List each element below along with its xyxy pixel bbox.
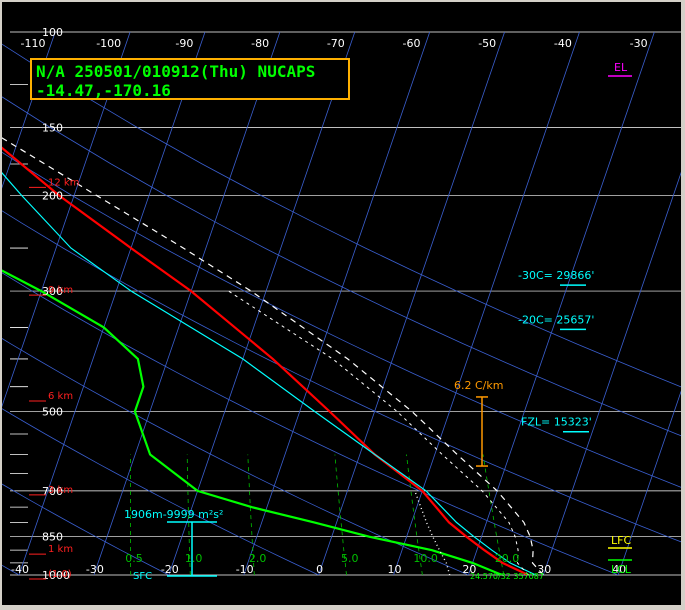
mixing-ratio-line: [334, 454, 347, 576]
pressure-label: 100: [42, 26, 63, 39]
top-temp-tick-label: -100: [96, 37, 121, 50]
skew-t-plot: -110 -100 -90 -80 -70 -60 -50 -40 -30 -40 -30 -20 -1…: [2, 2, 681, 605]
lfc-label: LFC: [611, 534, 631, 547]
top-temp-tick-label: -30: [630, 37, 648, 50]
isotherm-line: [318, 32, 505, 575]
dewpoint-trace: [2, 269, 503, 575]
virtual-temp-trace: [2, 171, 537, 575]
lapse-rate-label: 6.2 C/km: [454, 379, 503, 392]
temperature-trace: [2, 146, 529, 575]
dry-adiabat-line: [2, 210, 681, 543]
height-label: (1.0): [48, 569, 72, 580]
bottom-temp-tick-label: 20: [462, 563, 476, 576]
srh-label: 1906m-9999 m²s²: [124, 508, 223, 521]
height-label: 9 km: [48, 285, 73, 296]
bottom-temp-tick-label: 0: [316, 563, 323, 576]
isotherm-line: [93, 32, 281, 575]
mixing-ratio-line: [247, 454, 255, 576]
isotherm-line: [468, 32, 655, 575]
mixing-ratio-label: 5.0: [341, 552, 359, 565]
height-label: 1 km: [48, 544, 73, 555]
bottom-temp-tick-label: -10: [236, 563, 254, 576]
top-temp-tick-label: -70: [327, 37, 345, 50]
title-line-2: -14.47,-170.16: [36, 81, 171, 100]
isotherm-line: [168, 32, 356, 575]
pressure-label: 300: [42, 285, 63, 298]
level-annotation: FZL= 15323': [521, 416, 592, 429]
dry-adiabat-line: [2, 151, 681, 488]
dry-adiabat-line: [2, 96, 681, 437]
parcel-trace-2: [228, 290, 529, 575]
isotherm-line: [2, 32, 131, 408]
pressure-label: 500: [42, 406, 63, 419]
height-label: 3 km: [48, 485, 73, 496]
bottom-temp-tick-label: -40: [11, 563, 29, 576]
mixing-ratio-label: 1.0: [185, 552, 203, 565]
top-temp-tick-label: -60: [403, 37, 421, 50]
title-line-1: N/A 250501/010912(Thu) NUCAPS: [36, 62, 316, 81]
bottom-temp-tick-label: -30: [86, 563, 104, 576]
top-temp-tick-label: -90: [175, 37, 193, 50]
bottom-temp-tick-label: 30: [537, 563, 551, 576]
dry-adiabat-line: [2, 483, 169, 575]
dry-adiabat-line: [2, 408, 319, 575]
pressure-label: 150: [42, 122, 63, 135]
top-temp-tick-label: -80: [251, 37, 269, 50]
title-box: N/A 250501/010912(Thu) NUCAPS -14.47,-17…: [30, 58, 350, 100]
height-label: 12 km: [48, 177, 79, 188]
isotherm-line: [18, 32, 206, 575]
mixing-ratio-line: [482, 454, 505, 576]
height-label: 6 km: [48, 391, 73, 402]
mixing-ratio-label: 0.5: [125, 552, 143, 565]
level-annotation: -20C= 25657': [518, 313, 594, 326]
pressure-label: 1000: [42, 569, 70, 582]
pressure-label: 850: [42, 531, 63, 544]
el-label: EL: [614, 61, 628, 74]
isotherm-line: [393, 32, 580, 575]
lcl-label: LCL: [611, 563, 632, 576]
dry-adiabat-line: [2, 338, 469, 575]
mixing-ratio-line: [186, 454, 191, 576]
parcel-trace: [2, 137, 544, 575]
top-temp-tick-label: -110: [21, 37, 46, 50]
top-temp-tick-label: -50: [478, 37, 496, 50]
top-temp-tick-label: -40: [554, 37, 572, 50]
isotherm-line: [243, 32, 431, 575]
dry-adiabat-line: [2, 564, 20, 575]
sfc-label: SFC: [133, 571, 152, 582]
bottom-temp-tick-label: 40: [612, 563, 626, 576]
isotherm-line: [2, 32, 56, 189]
mixing-ratio-label: 10.0: [413, 552, 438, 565]
dry-adiabat-line: [2, 272, 619, 575]
mixing-ratio-label: 2.0: [249, 552, 267, 565]
bottom-temp-tick-label: 10: [388, 563, 402, 576]
sfc-values-label: 24.570/32 357087: [470, 572, 544, 581]
pressure-label: 700: [42, 485, 63, 498]
bottom-temp-tick-label: -20: [161, 563, 179, 576]
skew-t-chart: -110 -100 -90 -80 -70 -60 -50 -40 -30-40 -30 -20 -1…: [2, 26, 681, 582]
level-annotation: -30C= 29866': [518, 269, 594, 282]
mixing-ratio-label: 20.0: [495, 552, 520, 565]
isotherm-line: [542, 171, 681, 575]
pressure-label: 200: [42, 189, 63, 202]
isotherm-line: [617, 390, 681, 575]
dry-adiabat-line: [2, 43, 681, 388]
